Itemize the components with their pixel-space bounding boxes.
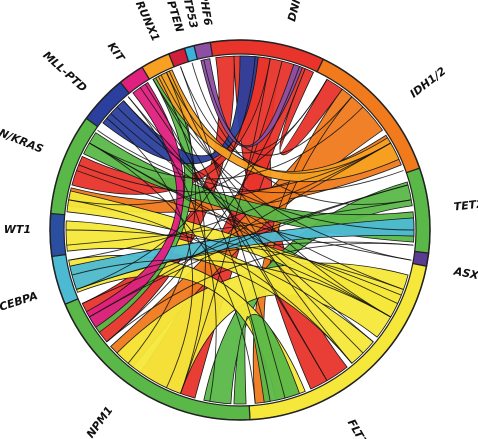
thin-chord-26 bbox=[76, 56, 256, 290]
gene-label-cebpa: CEBPA bbox=[0, 289, 39, 314]
thin-chord-37 bbox=[127, 96, 217, 402]
thin-chord-8 bbox=[157, 76, 207, 394]
thin-chord-7 bbox=[144, 83, 271, 402]
gene-label-dnmt3a: DNMT3A bbox=[285, 0, 310, 23]
gene-label-n-kras: N/KRAS bbox=[0, 126, 45, 156]
thin-chord-30 bbox=[89, 184, 409, 318]
gene-label-idh1-2: IDH1/2 bbox=[407, 64, 448, 100]
thin-chord-5 bbox=[203, 59, 353, 156]
thin-chord-14 bbox=[97, 129, 404, 194]
thin-chord-33 bbox=[127, 96, 364, 354]
thin-chord-16 bbox=[78, 142, 391, 194]
thin-chord-19 bbox=[66, 199, 412, 246]
thin-chord-10 bbox=[110, 113, 404, 290]
thin-chord-25 bbox=[106, 66, 300, 343]
chord-ribbon-runx1-idh1-2-18 bbox=[155, 69, 400, 183]
gene-label-mll-ptd: MLL-PTD bbox=[40, 49, 89, 95]
gene-ring bbox=[49, 39, 431, 421]
thin-chord-28 bbox=[89, 106, 364, 180]
thin-chord-39 bbox=[127, 72, 196, 364]
chord-ribbon-npm1-flt3-14 bbox=[233, 313, 301, 405]
gene-label-phf6: PHF6 bbox=[197, 0, 215, 27]
thin-chord-21 bbox=[76, 241, 414, 290]
gene-label-flt3: FLT3 bbox=[345, 417, 370, 439]
ring-outline bbox=[49, 39, 431, 421]
thin-chord-20 bbox=[71, 259, 391, 318]
gene-label-wt1: WT1 bbox=[4, 223, 31, 236]
thin-chord-18 bbox=[65, 229, 404, 290]
thin-chord-24 bbox=[180, 58, 271, 394]
chord-ribbon-tet2-npm1-8 bbox=[203, 181, 413, 405]
gene-label-runx1: RUNX1 bbox=[133, 0, 162, 43]
thin-chord-3 bbox=[180, 66, 391, 174]
thin-chord-38 bbox=[106, 117, 194, 388]
gene-label-npm1: NPM1 bbox=[84, 404, 116, 439]
gene-label-asxl1: ASXL1 bbox=[452, 265, 478, 286]
thin-chord-11 bbox=[116, 106, 415, 231]
chord-ribbon-mll-ptd-dnmt3a-17 bbox=[102, 55, 259, 164]
thin-chord-31 bbox=[106, 242, 414, 343]
thin-chord-15 bbox=[76, 170, 412, 261]
chord-ribbon-dnmt3a-n-kras-4 bbox=[71, 56, 271, 195]
thin-chord-27 bbox=[68, 79, 328, 206]
thin-chord-34 bbox=[152, 79, 328, 381]
thin-chord-36 bbox=[89, 142, 256, 404]
thin-chord-lines bbox=[65, 56, 415, 404]
thin-chord-35 bbox=[180, 66, 286, 399]
ring-segment-wt1 bbox=[49, 212, 67, 258]
gene-label-tet2: TET2 bbox=[453, 197, 478, 213]
thin-chord-29 bbox=[68, 142, 391, 261]
gene-label-kit: KIT bbox=[105, 40, 128, 65]
thin-chord-4 bbox=[191, 62, 412, 205]
